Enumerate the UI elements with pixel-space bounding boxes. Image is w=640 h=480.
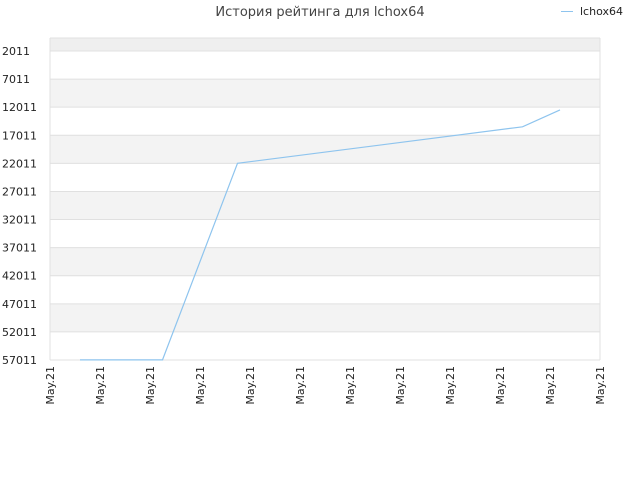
x-tick-label: May.21 <box>594 366 607 405</box>
plot-band <box>50 191 600 220</box>
series-layer <box>80 109 561 361</box>
x-tick-label: May.21 <box>244 366 257 405</box>
y-tick-label: 7011 <box>2 73 30 86</box>
y-tick-label: 32011 <box>2 214 37 227</box>
legend-line-swatch <box>561 11 573 12</box>
y-tick-label: 17011 <box>2 129 37 142</box>
x-tick-label: May.21 <box>394 366 407 405</box>
legend-label: lchox64 <box>580 5 623 18</box>
x-tick-label: May.21 <box>44 366 57 405</box>
x-tick-label: May.21 <box>444 366 457 405</box>
y-tick-label: 57011 <box>2 354 37 367</box>
chart-title: История рейтинга для lchox64 <box>215 5 425 20</box>
plot-band <box>50 219 600 248</box>
plot-bands <box>50 38 600 360</box>
series-line <box>80 109 561 361</box>
x-tick-label: May.21 <box>294 366 307 405</box>
y-tick-label: 12011 <box>2 101 37 114</box>
plot-band <box>50 331 600 360</box>
plot-band <box>50 38 600 51</box>
x-axis-labels: May.21 May.21 May.21 May.21 May.21 May.21 May.… <box>44 366 607 405</box>
x-tick-label: May.21 <box>194 366 207 405</box>
y-tick-label: 37011 <box>2 242 37 255</box>
plot-band <box>50 247 600 276</box>
x-tick-label: May.21 <box>144 366 157 405</box>
grid-lines <box>49 37 601 361</box>
legend: lchox64 <box>561 5 623 18</box>
x-tick-label: May.21 <box>544 366 557 405</box>
y-tick-label: 52011 <box>2 326 37 339</box>
plot-band <box>50 163 600 192</box>
plot-band <box>50 51 600 80</box>
y-tick-label: 27011 <box>2 185 37 198</box>
y-tick-label: 2011 <box>2 45 30 58</box>
x-tick-label: May.21 <box>94 366 107 405</box>
y-tick-label: 47011 <box>2 298 37 311</box>
x-tick-label: May.21 <box>344 366 357 405</box>
y-tick-label: 42011 <box>2 270 37 283</box>
plot-band <box>50 79 600 108</box>
plot-band <box>50 275 600 304</box>
plot-band <box>50 303 600 332</box>
y-axis-labels: 2011 7011 12011 17011 22011 27011 32011 37011 42… <box>2 45 37 367</box>
x-tick-label: May.21 <box>494 366 507 405</box>
y-tick-label: 22011 <box>2 157 37 170</box>
plot-band <box>50 107 600 136</box>
plot-band <box>50 135 600 164</box>
